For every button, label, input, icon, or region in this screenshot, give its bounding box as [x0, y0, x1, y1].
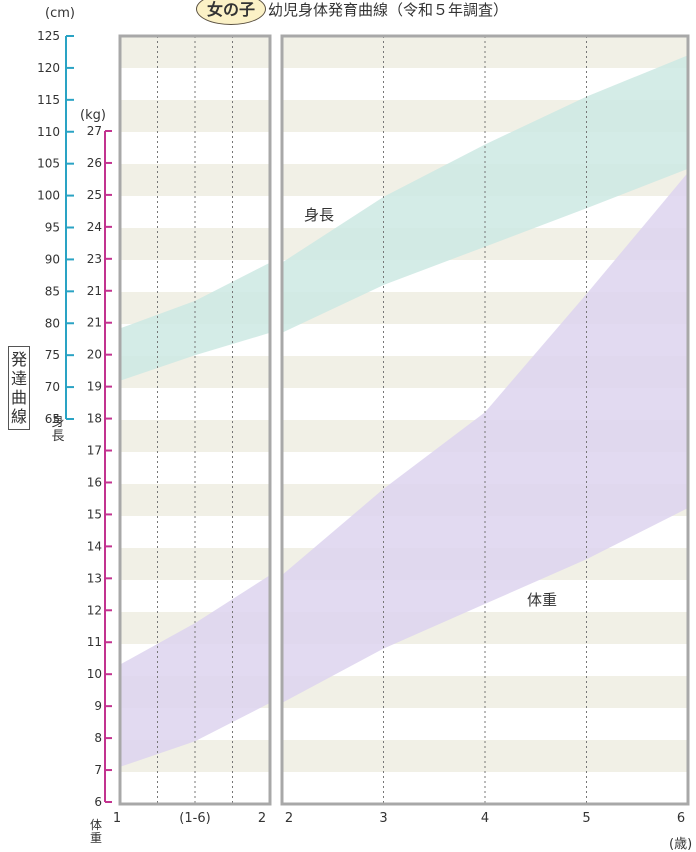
height-tick-label: 85 — [45, 284, 60, 298]
height-tick-label: 120 — [37, 61, 60, 75]
x-tick-label: 6 — [677, 811, 685, 826]
height-tick-label: 80 — [45, 316, 60, 330]
weight-tick-label: 6 — [94, 795, 102, 809]
weight-tick-label: 11 — [87, 635, 102, 649]
x-tick-label: 5 — [582, 811, 590, 826]
height-tick-label: 90 — [45, 252, 60, 266]
panel-frame-2 — [280, 34, 690, 806]
height-tick-label: 115 — [37, 93, 60, 107]
weight-tick-label: 21 — [87, 284, 102, 298]
height-tick-label: 95 — [45, 221, 60, 235]
side-title-char: 線 — [10, 407, 27, 426]
height-band-label: 身長 — [304, 206, 335, 224]
x-tick-label: 2 — [285, 811, 293, 826]
weight-tick-label: 19 — [87, 380, 102, 394]
weight-tick-label: 25 — [87, 188, 102, 202]
height-tick-label: 110 — [37, 125, 60, 139]
height-axis-label: 身 長 — [50, 416, 66, 444]
weight-tick-label: 26 — [87, 156, 102, 170]
grid-stripe — [120, 164, 270, 196]
side-title-char: 発 — [10, 350, 27, 369]
weight-tick-label: 12 — [87, 603, 102, 617]
height-tick-label: 70 — [45, 380, 60, 394]
weight-tick-label: 20 — [87, 348, 102, 362]
weight-unit-label: (kg) — [80, 108, 106, 123]
side-title: 発 達 曲 線 — [8, 346, 30, 430]
weight-tick-label: 17 — [87, 444, 102, 458]
grid-stripe — [120, 548, 270, 580]
weight-tick-label: 13 — [87, 571, 102, 585]
weight-band-label: 体重 — [527, 591, 558, 609]
weight-tick-label: 21 — [87, 316, 102, 330]
side-title-char: 達 — [10, 369, 27, 388]
weight-tick-label: 24 — [87, 220, 102, 234]
side-title-char: 曲 — [10, 388, 27, 407]
height-tick-label: 75 — [45, 348, 60, 362]
height-tick-label: 100 — [37, 189, 60, 203]
height-axis-label-char: 長 — [51, 429, 65, 444]
weight-tick-label: 16 — [87, 475, 102, 489]
weight-axis-label-char: 重 — [89, 831, 102, 845]
weight-tick-label: 10 — [87, 667, 102, 681]
grid-stripe — [120, 228, 270, 260]
weight-axis-label: 体 重 — [88, 819, 104, 845]
weight-tick-label: 14 — [87, 539, 102, 553]
weight-tick-label: 23 — [87, 252, 102, 266]
x-tick-label: 1 — [113, 811, 121, 826]
height-unit-label: (cm) — [45, 6, 75, 21]
height-axis-label-char: 身 — [51, 415, 65, 430]
panel-frame-1 — [118, 34, 272, 806]
height-tick-label: 125 — [37, 29, 60, 43]
gender-badge: 女の子 — [196, 0, 267, 25]
x-tick-label: 4 — [481, 811, 489, 826]
x-tick-label: 3 — [379, 811, 387, 826]
weight-tick-label: 8 — [94, 731, 102, 745]
height-band-panel-2 — [282, 55, 688, 333]
x-tick-label: 2 — [258, 811, 266, 826]
chart-title: 女の子 幼児身体発育曲線（令和５年調査） — [196, 0, 509, 25]
weight-tick-label: 9 — [94, 699, 102, 713]
weight-tick-label: 7 — [94, 763, 102, 777]
grid-stripe — [120, 484, 270, 516]
x-tick-label: (1-6) — [179, 811, 210, 826]
weight-tick-label: 18 — [87, 412, 102, 426]
chart-title-text: 幼児身体発育曲線（令和５年調査） — [268, 0, 509, 19]
height-tick-label: 65 — [45, 412, 60, 426]
height-tick-label: 105 — [37, 157, 60, 171]
age-unit-label: (歳) — [669, 837, 693, 852]
weight-axis-label-char: 体 — [89, 818, 102, 832]
weight-tick-label: 15 — [87, 507, 102, 521]
weight-tick-label: 27 — [87, 124, 102, 138]
